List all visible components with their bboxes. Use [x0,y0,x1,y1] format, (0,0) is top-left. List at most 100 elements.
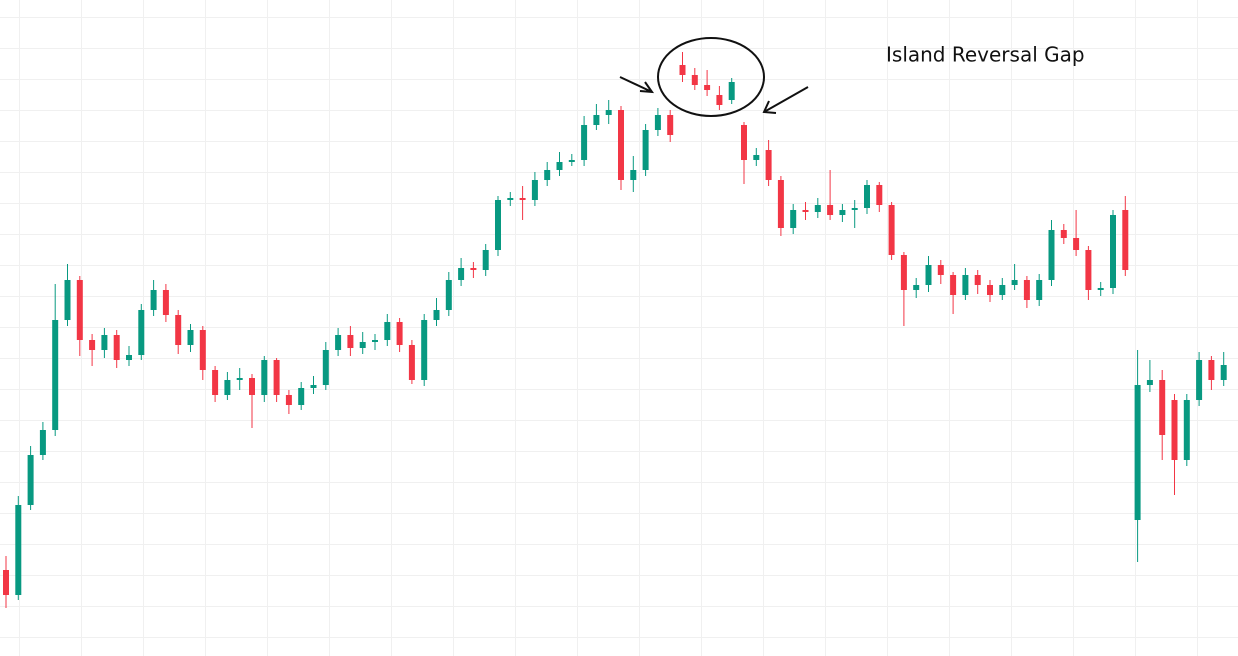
candle-body [39,430,46,455]
candle-body [347,335,354,348]
candle-body [937,265,944,275]
candle-body [101,335,108,350]
candle-body [691,75,698,85]
candle-body [667,115,674,135]
candle-body [765,150,772,180]
candle-body [1134,385,1141,520]
candle-body [507,198,514,200]
candle-body [138,310,145,355]
candle-body [974,275,981,285]
candle-body [741,125,747,160]
candle-body [445,280,452,310]
candle-body [839,210,846,215]
candle-body [298,388,305,405]
candle-body [384,322,391,340]
candle-body [76,280,83,340]
candles [3,52,1227,608]
candle-body [359,342,366,348]
highlight-circle [657,37,765,117]
candle-body [27,455,34,505]
candle-body [3,570,9,595]
candle-body [900,255,907,290]
candle-body [654,115,661,130]
candle-body [310,385,317,388]
candle-body [335,335,342,350]
candle-body [876,185,883,205]
candle-body [421,320,428,380]
candle-body [1171,400,1178,460]
candle-body [618,110,624,180]
candle-body [15,505,22,595]
candle-body [950,275,957,295]
candle-body [913,285,920,290]
candle-body [126,355,132,360]
candle-body [888,205,895,255]
candle-body [568,160,575,162]
candle-body [249,378,255,395]
candle-body [777,180,784,228]
candle-body [1048,230,1055,280]
candle-body [1011,280,1018,285]
candle-body [999,285,1006,295]
candle-body [113,335,120,360]
candle-body [199,330,206,370]
candle-body [458,268,465,280]
candle-body [408,345,415,380]
candle-body [593,115,600,125]
candle-body [64,280,71,320]
candle-body [704,85,711,90]
candle-body [150,290,157,310]
candle-body [728,82,735,100]
candle-body [544,170,551,180]
candle-body [236,378,243,380]
candle-body [433,310,440,320]
candle-body [470,268,477,270]
candle-body [273,360,280,395]
candle-body [372,340,378,342]
annotation: Island Reversal Gap [886,43,1085,67]
candle-body [1146,380,1153,385]
candle-body [753,155,760,160]
candle-body [790,210,797,228]
candle-body [1220,365,1227,380]
candle-body [1159,380,1166,435]
candle-body [261,360,268,395]
candle-body [851,208,858,210]
candle-body [531,180,538,200]
candle-body [285,395,292,405]
candle-body [1060,230,1067,238]
candle-body [89,340,96,350]
candle-body [1085,250,1092,290]
candle-body [1073,238,1080,250]
arrow [762,86,809,114]
candle-body [1208,360,1215,380]
candle-body [175,315,182,345]
candle-body [802,210,809,212]
candle-body [495,200,501,250]
candle-body [679,65,686,75]
candle-body [1023,280,1030,300]
candle-body [1110,215,1116,288]
candle-body [1097,288,1104,290]
candle-body [630,170,637,180]
candle-body [987,285,993,295]
candle-body [1183,400,1190,460]
candle-body [322,350,329,385]
candle-body [1122,210,1129,270]
candle-body [556,162,563,170]
candle-body [962,275,969,295]
candle-body [396,322,403,345]
candle-body [716,95,723,105]
candle-body [162,290,169,315]
candle-body [581,125,588,160]
candle-body [187,330,194,345]
candle-body [642,130,649,170]
candle-body [482,250,489,270]
candle-body [212,370,219,395]
candle-body [519,198,526,200]
candle-body [827,205,834,215]
candle-body [925,265,932,285]
candle-body [814,205,821,212]
